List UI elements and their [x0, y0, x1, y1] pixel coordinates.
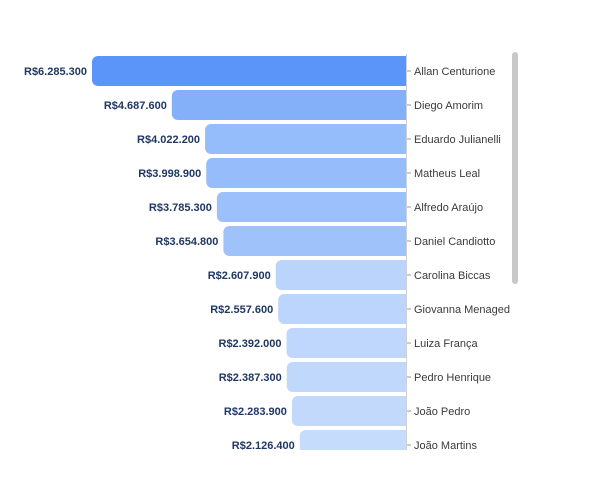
bar-9[interactable] — [286, 362, 412, 392]
bar-3[interactable] — [206, 158, 412, 188]
data-label-0: R$6.285.300 — [24, 66, 87, 78]
bar-7[interactable] — [278, 294, 412, 324]
data-label-4: R$3.785.300 — [149, 202, 212, 214]
category-label-2: Eduardo Julianelli — [414, 134, 501, 146]
data-label-7: R$2.557.600 — [210, 304, 273, 316]
bar-1[interactable] — [171, 90, 412, 120]
category-label-6: Carolina Biccas — [414, 270, 491, 282]
category-label-4: Alfredo Araújo — [414, 202, 483, 214]
category-label-10: João Pedro — [414, 406, 470, 418]
vertical-scrollbar[interactable] — [512, 52, 518, 284]
bar-4[interactable] — [216, 192, 412, 222]
category-label-9: Pedro Henrique — [414, 372, 491, 384]
bar-end-mask-11 — [406, 429, 414, 450]
data-label-1: R$4.687.600 — [104, 100, 167, 112]
bar-10[interactable] — [291, 396, 412, 426]
bar-0[interactable] — [92, 56, 412, 86]
data-label-5: R$3.654.800 — [155, 236, 218, 248]
data-label-10: R$2.283.900 — [224, 406, 287, 418]
bar-5[interactable] — [223, 226, 412, 256]
category-label-7: Giovanna Menaged — [414, 304, 510, 316]
category-label-11: João Martins — [414, 440, 477, 452]
data-label-2: R$4.022.200 — [137, 134, 200, 146]
bar-6[interactable] — [275, 260, 412, 290]
data-label-9: R$2.387.300 — [219, 372, 282, 384]
data-label-6: R$2.607.900 — [208, 270, 271, 282]
bar-2[interactable] — [205, 124, 412, 154]
bars-layer: R$6.285.300 Allan Centurione R$4.687.600 Di… — [24, 55, 510, 460]
data-label-3: R$3.998.900 — [138, 168, 201, 180]
data-label-11: R$2.126.400 — [232, 440, 295, 452]
category-label-1: Diego Amorim — [414, 100, 483, 112]
bar-8[interactable] — [286, 328, 412, 358]
category-label-8: Luiza França — [414, 338, 478, 350]
bar-11[interactable] — [299, 430, 412, 460]
category-label-0: Allan Centurione — [414, 66, 495, 78]
data-label-8: R$2.392.000 — [219, 338, 282, 350]
category-label-5: Daniel Candiotto — [414, 236, 495, 248]
category-label-3: Matheus Leal — [414, 168, 480, 180]
